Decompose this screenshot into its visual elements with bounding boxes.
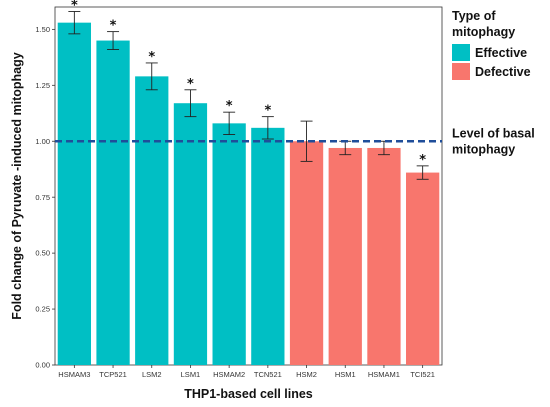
reference-line-label-line-1: Level of basal [452, 126, 535, 140]
bar-lsm2 [135, 76, 169, 366]
y-axis-title: Fold change of Pyruvate -induced mitopha… [10, 52, 24, 319]
error-bar-hsm2 [300, 120, 313, 162]
error-bar-hsmam3 [68, 11, 81, 35]
error-bar-tcn521 [261, 116, 274, 140]
x-tick-label-lsm1: LSM1 [181, 370, 201, 379]
y-tick-label: 1.00 [35, 137, 50, 146]
y-tick-label: 1.50 [35, 25, 50, 34]
x-tick-label-hsm2: HSM2 [296, 370, 317, 379]
bar-hsm1 [328, 147, 362, 365]
error-bar-tci521 [416, 165, 429, 180]
legend: Type of mitophagy Effective Defective [452, 9, 531, 80]
error-bar-lsm2 [145, 62, 158, 91]
bar-tci521 [406, 172, 440, 365]
x-tick-label-tcn521: TCN521 [254, 370, 282, 379]
x-tick-label-tcp521: TCP521 [99, 370, 127, 379]
y-tick-label: 0.00 [35, 361, 50, 370]
error-bar-hsmam2 [223, 111, 236, 135]
legend-label-defective: Defective [475, 65, 531, 79]
bar-hsmam1 [367, 147, 401, 365]
error-bar-tcp521 [107, 31, 120, 50]
bars-group [57, 22, 440, 366]
significance-star-hsmam2: * [226, 99, 233, 114]
bar-tcn521 [251, 127, 285, 365]
y-tick-label: 0.75 [35, 193, 50, 202]
y-tick-label: 0.50 [35, 249, 50, 258]
significance-star-tci521: * [419, 153, 426, 168]
x-tick-label-hsm1: HSM1 [335, 370, 356, 379]
legend-key-defective [452, 63, 470, 80]
legend-title-line-1: Type of [452, 9, 496, 23]
y-axis: 0.00 0.25 0.50 0.75 1.00 1.25 1.50 [35, 25, 55, 370]
y-tick-label: 1.25 [35, 81, 50, 90]
x-tick-label-hsmam1: HSMAM1 [368, 370, 400, 379]
reference-line-label-line-2: mitophagy [452, 142, 515, 156]
reference-line-annotation: Level of basal mitophagy [452, 126, 535, 156]
bar-lsm1 [173, 103, 208, 366]
x-tick-label-tci521: TCI521 [410, 370, 435, 379]
y-tick-label: 0.25 [35, 305, 50, 314]
significance-star-lsm2: * [148, 50, 155, 65]
x-axis: HSMAM3 TCP521 LSM2 LSM1 HSMAM2 TCN521 HSM2 HSM1… [58, 365, 435, 379]
plot-area: * * * * * * * [54, 0, 443, 366]
x-tick-label-lsm2: LSM2 [142, 370, 162, 379]
significance-star-lsm1: * [187, 77, 194, 92]
significance-star-tcn521: * [264, 104, 271, 119]
significance-star-tcp521: * [110, 19, 117, 34]
legend-title-line-2: mitophagy [452, 25, 515, 39]
legend-label-effective: Effective [475, 46, 527, 60]
significance-star-hsmam3: * [71, 0, 78, 13]
bar-hsmam2 [212, 123, 246, 365]
x-axis-title: THP1-based cell lines [184, 387, 313, 401]
x-tick-label-hsmam2: HSMAM2 [213, 370, 245, 379]
x-tick-label-hsmam3: HSMAM3 [58, 370, 90, 379]
bar-hsmam3 [57, 22, 91, 365]
bar-hsm2 [289, 141, 324, 365]
legend-key-effective [452, 44, 470, 61]
error-bar-lsm1 [184, 89, 197, 118]
bar-tcp521 [96, 40, 130, 366]
significance-markers-group: * * * * * * * [71, 0, 426, 168]
